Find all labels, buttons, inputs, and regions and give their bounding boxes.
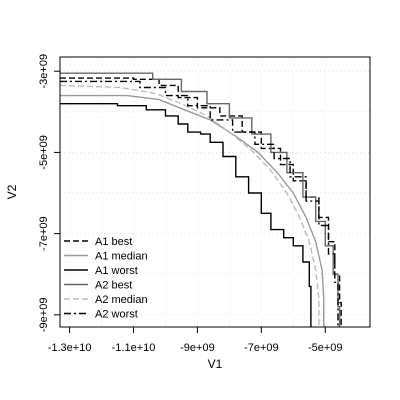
x-tick-label: -1.1e+10 [112, 342, 156, 354]
series-line [60, 77, 342, 327]
y-tick-label: -5e+09 [38, 135, 50, 170]
series-line [60, 103, 312, 327]
legend-label: A2 worst [95, 309, 138, 321]
x-tick-label: -1.3e+10 [48, 342, 92, 354]
y-tick-label: -3e+09 [38, 54, 50, 89]
series-line [60, 72, 341, 327]
x-axis-title: V1 [208, 357, 223, 371]
series-line [60, 94, 325, 327]
x-tick-label: -5e+09 [308, 342, 343, 354]
series-line [59, 84, 320, 327]
series-layer [59, 72, 342, 327]
x-tick-label: -7e+09 [244, 342, 279, 354]
y-axis-title: V2 [5, 184, 19, 199]
series-line [60, 80, 339, 327]
x-tick-label: -9e+09 [180, 342, 215, 354]
legend-label: A2 median [95, 294, 148, 306]
legend-label: A1 worst [95, 265, 138, 277]
legend-label: A1 best [95, 236, 132, 248]
legend: A1 best A1 median A1 worst A2 best A2 median… [64, 236, 148, 321]
y-tick-label: -9e+09 [38, 298, 50, 333]
legend-label: A2 best [95, 280, 132, 292]
axes-layer: -1.3e+10 -1.1e+10 -9e+09 -7e+09 -5e+09 -3e+09… [38, 54, 343, 354]
y-tick-label: -7e+09 [38, 216, 50, 251]
legend-label: A1 median [95, 251, 148, 263]
plot-frame [59, 56, 371, 328]
